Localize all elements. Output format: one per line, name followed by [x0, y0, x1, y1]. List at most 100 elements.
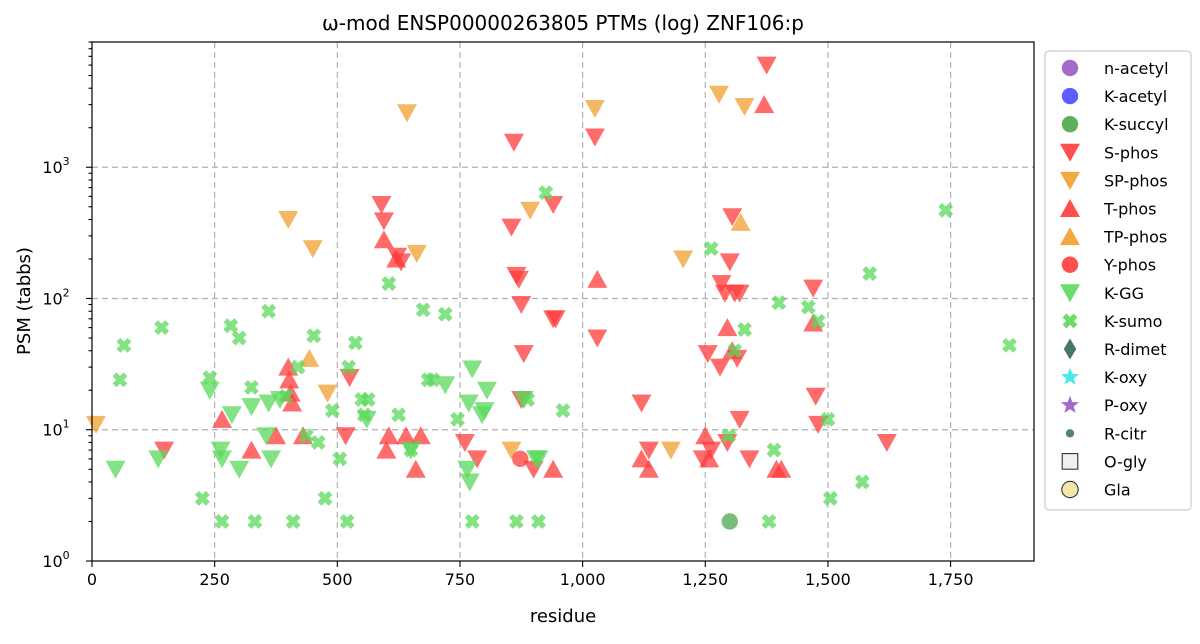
data-point-sp-phos	[501, 441, 522, 460]
data-point-k-sumo	[403, 442, 419, 458]
data-point-s-phos	[631, 394, 652, 413]
data-point-k-sumo	[820, 411, 836, 427]
data-point-sp-phos	[302, 240, 323, 259]
data-point-k-sumo	[1002, 337, 1017, 353]
data-point-k-gg	[528, 450, 549, 469]
data-point-k-sumo	[116, 337, 132, 353]
data-point-k-sumo	[810, 313, 826, 329]
legend: n-acetyl K-acetyl K-succyl S-phos SP-phos T-p…	[1044, 50, 1192, 511]
data-point-sp-phos	[520, 201, 541, 220]
legend-label: K-GG	[1104, 284, 1144, 303]
data-point-k-gg	[148, 450, 169, 469]
legend-marker-y-phos	[1061, 256, 1079, 273]
data-point-tp-phos	[299, 348, 320, 367]
data-point-s-phos	[371, 196, 392, 215]
data-point-k-sumo	[202, 370, 218, 385]
data-point-k-sumo	[822, 490, 838, 506]
legend-label: K-acetyl	[1104, 87, 1167, 106]
data-point-t-phos	[279, 370, 300, 389]
data-point-k-sumo	[703, 241, 719, 257]
legend-label: Gla	[1104, 481, 1131, 500]
data-point-t-phos	[695, 426, 716, 445]
data-point-k-sumo	[306, 328, 322, 344]
data-point-k-sumo	[437, 306, 453, 322]
data-point-k-gg	[476, 381, 497, 400]
data-point-k-gg	[459, 473, 480, 492]
data-point-k-gg	[457, 460, 478, 479]
data-points	[85, 56, 1017, 530]
legend-marker-r-citr	[1065, 429, 1075, 438]
data-point-k-sumo	[538, 185, 554, 201]
data-point-k-sumo	[341, 359, 357, 375]
data-point-k-sumo	[214, 514, 230, 529]
data-point-k-sumo	[450, 411, 465, 427]
data-point-k-sumo	[771, 295, 787, 311]
data-point-sp-phos	[709, 85, 730, 104]
data-point-k-sumo	[285, 514, 301, 529]
data-point-k-sumo	[339, 514, 355, 529]
x-tick-label: 0	[87, 570, 97, 589]
data-point-s-phos	[587, 329, 608, 348]
data-point-k-sumo	[356, 407, 372, 423]
data-point-k-gg	[212, 450, 233, 469]
data-point-k-sumo	[348, 335, 363, 351]
chart-title: ω-mod ENSP00000263805 PTMs (log) ZNF106:…	[322, 11, 804, 35]
data-point-k-sumo	[360, 392, 376, 407]
x-tick-label: 1,000	[560, 570, 606, 589]
data-point-k-sumo	[194, 490, 210, 506]
data-point-t-phos	[396, 426, 416, 445]
y-tick-label: 101	[42, 418, 69, 440]
data-point-t-phos	[638, 459, 659, 478]
data-point-t-phos	[543, 459, 564, 478]
data-point-s-phos	[511, 296, 532, 315]
data-point-y-phos	[512, 450, 529, 468]
data-point-s-phos	[545, 310, 566, 329]
legend-marker-t-phos	[1060, 199, 1080, 217]
data-point-k-sumo	[737, 322, 752, 337]
data-point-s-phos	[719, 253, 740, 272]
data-point-k-gg	[256, 427, 277, 446]
plot-frame	[91, 41, 1035, 562]
data-point-s-phos	[697, 345, 718, 364]
data-point-sp-phos	[673, 250, 694, 269]
legend-label: K-oxy	[1104, 368, 1147, 387]
grid	[92, 42, 1034, 561]
data-point-s-phos	[722, 208, 743, 227]
legend-marker-k-oxy	[1060, 367, 1080, 385]
legend-marker-n-acetyl	[1061, 59, 1079, 77]
legend-label: K-sumo	[1104, 312, 1162, 331]
data-point-t-phos	[212, 409, 233, 428]
data-point-k-sumo	[766, 442, 782, 458]
data-point-s-phos	[729, 284, 750, 303]
data-point-s-phos	[876, 433, 897, 452]
data-point-k-gg	[229, 460, 250, 479]
data-point-k-sumo	[800, 299, 816, 315]
legend-label: K-succyl	[1104, 115, 1169, 134]
data-point-t-phos	[241, 440, 262, 459]
y-tick-label: 102	[42, 286, 69, 308]
data-point-t-phos	[265, 426, 286, 445]
data-point-s-phos	[501, 218, 522, 237]
data-point-k-gg	[435, 376, 456, 395]
data-point-s-phos	[739, 450, 760, 469]
data-point-k-sumo	[425, 372, 441, 388]
data-point-t-phos	[373, 230, 394, 249]
data-point-k-gg	[458, 394, 479, 413]
data-point-s-phos	[710, 358, 730, 377]
data-point-k-gg	[258, 394, 279, 413]
data-point-s-phos	[584, 128, 605, 147]
data-point-t-phos	[631, 449, 652, 468]
legend-marker-s-phos	[1060, 143, 1080, 162]
data-point-s-phos	[756, 56, 777, 75]
data-point-s-phos	[508, 270, 529, 289]
data-point-sp-phos	[584, 100, 605, 119]
legend-frame	[1044, 50, 1192, 511]
data-point-k-sumo	[415, 302, 431, 318]
data-point-k-gg	[105, 460, 126, 479]
data-point-s-phos	[543, 196, 564, 215]
data-point-k-gg	[462, 360, 483, 379]
data-point-t-phos	[378, 426, 399, 445]
data-point-k-gg	[474, 402, 495, 421]
data-point-sp-phos	[396, 104, 417, 123]
